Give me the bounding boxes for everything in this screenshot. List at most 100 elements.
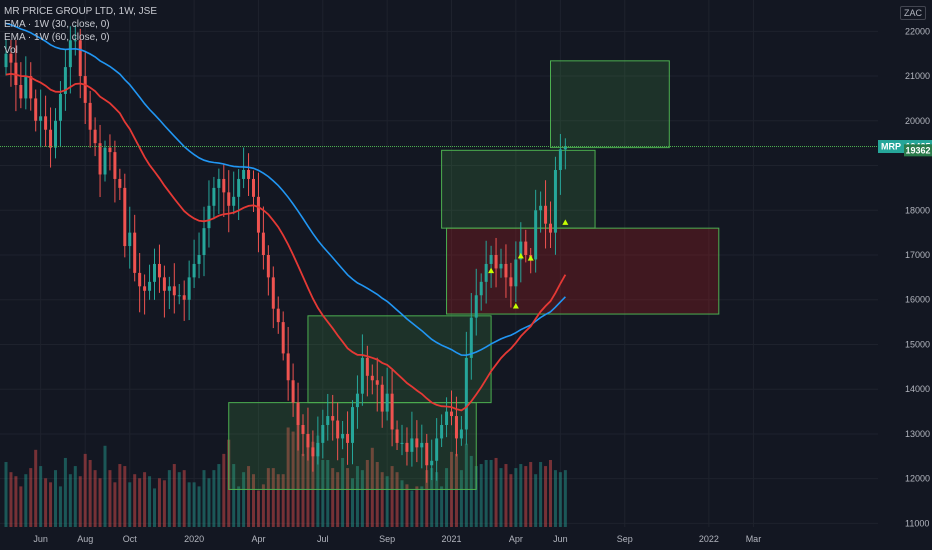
volume-bar: [222, 453, 226, 527]
volume-bar: [331, 468, 335, 527]
candle-body: [123, 187, 127, 247]
volume-bar: [192, 482, 196, 527]
candle-body: [524, 241, 528, 255]
last-price-line: MRP1942519362: [0, 140, 932, 157]
currency-badge[interactable]: ZAC: [900, 6, 926, 20]
volume-bar: [182, 470, 186, 527]
candle-body: [271, 277, 275, 309]
candle-body: [242, 170, 246, 179]
volume-bar: [212, 470, 216, 527]
candle-body: [469, 317, 473, 358]
volume-bar: [138, 478, 142, 527]
volume-bar: [58, 486, 62, 527]
x-tick-label: Sep: [379, 534, 395, 544]
candle-body: [365, 357, 369, 376]
candle-body: [197, 255, 201, 264]
volume-bar: [390, 466, 394, 527]
volume-bar: [19, 486, 23, 527]
candle-body: [459, 429, 463, 439]
volume-bar: [454, 453, 458, 527]
candle-body: [202, 228, 206, 255]
candle-body: [509, 277, 513, 287]
volume-bar: [291, 431, 295, 527]
volume-bar: [341, 457, 345, 527]
x-axis[interactable]: Jun Aug Oct 2020 Apr Jul Sep 2021 Apr Jun Sep 2022 M…: [33, 534, 761, 544]
candle-body: [44, 116, 48, 130]
volume-bar: [519, 464, 523, 527]
x-tick-label: Mar: [746, 534, 762, 544]
volume-bar: [563, 470, 567, 527]
candle-body: [504, 263, 508, 278]
volume-label[interactable]: Vol: [4, 45, 18, 56]
ema-60-label[interactable]: EMA · 1W (60, close, 0): [4, 32, 110, 43]
candle-body: [247, 170, 251, 179]
volume-bar: [499, 468, 503, 527]
volume-bar: [261, 484, 265, 527]
candle-body: [390, 393, 394, 430]
volume-bar: [346, 468, 350, 527]
candle-body: [88, 102, 92, 130]
y-tick-label: 11000: [905, 518, 929, 528]
volume-bar: [514, 468, 518, 527]
zone-green: [550, 60, 670, 149]
candle-body: [296, 402, 300, 425]
candle-body: [98, 143, 102, 175]
candle-body: [167, 286, 171, 291]
volume-bar: [167, 470, 171, 527]
ema-30-label[interactable]: EMA · 1W (30, close, 0): [4, 19, 110, 30]
candle-body: [78, 40, 82, 77]
volume-bar: [281, 474, 285, 527]
candle-body: [499, 263, 503, 269]
candle-body: [375, 380, 379, 385]
candle-body: [192, 263, 196, 278]
candle-body: [162, 277, 166, 291]
volume-bar: [54, 470, 57, 527]
candle-body: [237, 178, 241, 197]
volume-bar: [34, 449, 38, 527]
volume-bar: [172, 464, 176, 527]
candle-body: [49, 129, 53, 148]
candle-body: [39, 116, 43, 121]
volume-bar: [232, 464, 236, 527]
volume-bar: [306, 437, 310, 527]
candle-body: [4, 53, 8, 68]
signal-marker: [517, 252, 524, 259]
candle-body: [450, 411, 453, 417]
volume-bar: [276, 474, 280, 527]
candle-body: [380, 384, 384, 412]
candle-body: [351, 407, 354, 443]
signal-marker: [527, 255, 534, 261]
symbol-title[interactable]: MR PRICE GROUP LTD, 1W, JSE: [4, 6, 157, 17]
candle-body: [539, 205, 543, 211]
zone-green: [307, 315, 492, 404]
volume-bar: [118, 464, 122, 527]
candle-body: [58, 93, 62, 121]
candle-body: [306, 433, 310, 448]
volume-bar: [296, 407, 300, 527]
candle-body: [489, 255, 493, 264]
prev-price-tag: 19362: [905, 145, 930, 155]
volume-bar: [336, 472, 340, 527]
volume-bar: [385, 476, 389, 527]
candle-body: [19, 85, 23, 99]
volume-bar: [420, 486, 424, 527]
candle-body: [311, 447, 315, 457]
volume-bar: [177, 472, 181, 527]
volume-bar: [360, 470, 364, 527]
symbol-tag: MRP: [881, 142, 901, 152]
candle-body: [479, 281, 483, 296]
y-tick-label: 22000: [905, 26, 930, 36]
volume-bar: [49, 482, 53, 527]
volume-bar: [459, 470, 463, 527]
x-tick-label: 2020: [184, 534, 204, 544]
candle-body: [425, 442, 429, 466]
volume-bar: [68, 474, 72, 527]
candle-body: [291, 380, 295, 403]
volume-bar: [286, 427, 290, 527]
candle-body: [494, 255, 498, 269]
volume-bar: [370, 447, 374, 527]
candle-body: [440, 425, 444, 439]
candle-body: [108, 147, 112, 153]
y-axis[interactable]: 11000 12000 13000 14000 15000 16000 17000 18000…: [905, 26, 930, 528]
